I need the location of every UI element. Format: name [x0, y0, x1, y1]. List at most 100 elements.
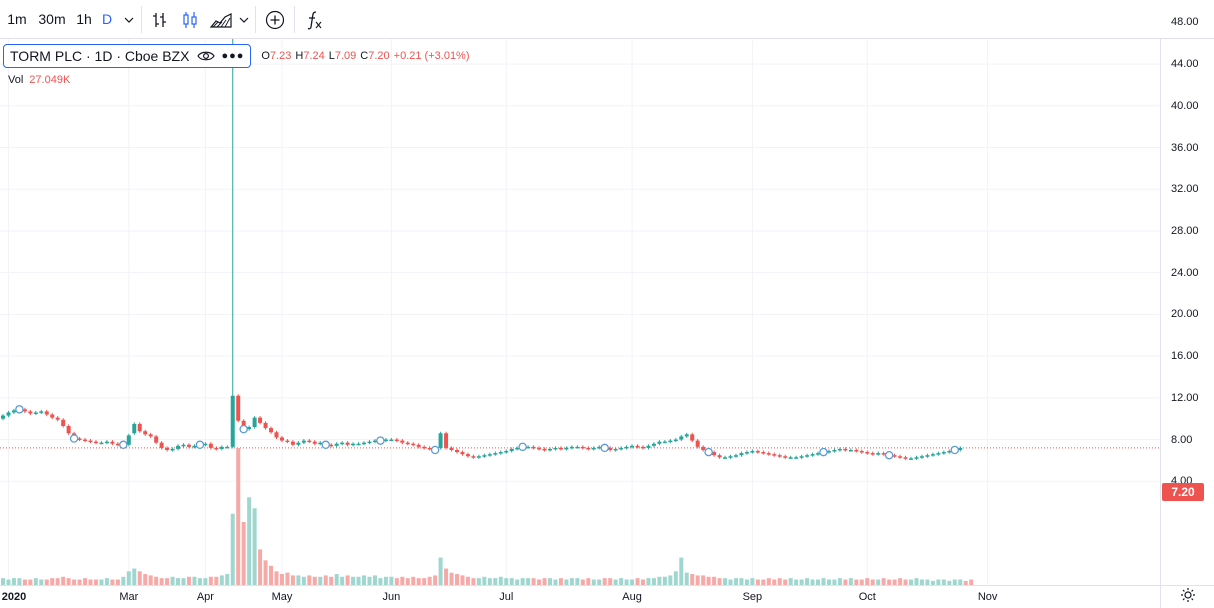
volume-bar: [312, 576, 317, 585]
dividend-marker[interactable]: [321, 440, 330, 450]
dividend-marker[interactable]: [239, 424, 248, 434]
candle-body: [93, 441, 98, 444]
volume-bar: [668, 575, 673, 585]
price-tick-label: 32.00: [1171, 183, 1199, 196]
dividend-marker[interactable]: [600, 443, 609, 453]
dividend-marker[interactable]: [704, 447, 713, 457]
volume-bar: [400, 576, 405, 585]
change-value: +0.21 (+3.01%): [393, 50, 470, 62]
dividend-marker[interactable]: [518, 442, 527, 452]
volume-bar: [181, 578, 186, 585]
candle-body: [679, 436, 684, 440]
candles: [1, 39, 963, 460]
eye-icon[interactable]: [197, 50, 216, 62]
candle-body: [564, 447, 569, 450]
dividend-marker[interactable]: [884, 450, 894, 460]
volume-bar: [77, 579, 82, 585]
candle-body: [690, 434, 695, 441]
chevron-down-icon[interactable]: [120, 0, 138, 39]
candle-body: [865, 452, 870, 454]
candle-body: [444, 433, 449, 448]
candle-body: [471, 456, 476, 458]
dividend-marker[interactable]: [15, 405, 24, 414]
volume-bar: [433, 575, 438, 585]
candle-body: [739, 453, 744, 456]
volume-bar: [236, 448, 241, 585]
volume-bar: [252, 508, 257, 585]
candle-body: [307, 440, 312, 443]
volume-bar: [498, 576, 503, 585]
interval-30m-button[interactable]: 30m: [38, 11, 66, 27]
candle-body: [837, 448, 842, 451]
interval-1h-button[interactable]: 1h: [76, 11, 92, 27]
candle-body: [848, 449, 853, 452]
volume-bar: [553, 579, 558, 585]
volume-bar: [613, 579, 618, 585]
candle-body: [389, 439, 394, 442]
candle-body: [367, 441, 372, 444]
chevron-down-icon[interactable]: [236, 0, 252, 39]
candle-body: [247, 427, 252, 430]
candle-body: [548, 448, 552, 451]
volume-bar: [799, 579, 804, 585]
compare-plus-icon[interactable]: [262, 0, 288, 39]
volume-bar: [903, 579, 908, 585]
price-chart[interactable]: [0, 39, 1160, 585]
area-chart-icon[interactable]: [206, 0, 236, 39]
candle-body: [301, 440, 306, 443]
dividend-marker[interactable]: [819, 447, 828, 457]
volume-bar: [383, 576, 388, 585]
symbol-selector[interactable]: TORM PLC · 1D · Cboe BZX ●●●: [3, 44, 252, 68]
volume-bar: [580, 579, 585, 585]
volume-bar: [318, 576, 323, 585]
volume-bar: [219, 575, 224, 585]
volume-bar: [99, 579, 104, 585]
dividend-marker[interactable]: [195, 440, 205, 450]
candle-body: [662, 441, 667, 444]
event-markers: [15, 405, 960, 460]
more-options-icon[interactable]: ●●●: [221, 50, 245, 62]
candle-body: [591, 447, 596, 450]
candles-icon[interactable]: [176, 0, 204, 39]
time-axis[interactable]: 2020 Mar Apr May Jun Jul Aug Sep Oct Nov: [0, 585, 1160, 608]
candle-body: [427, 447, 432, 450]
volume-bar: [367, 576, 372, 585]
dividend-marker[interactable]: [376, 436, 385, 445]
volume-bar: [39, 579, 44, 585]
candle-body: [909, 458, 914, 460]
candle-body: [476, 456, 481, 458]
dividend-marker[interactable]: [69, 434, 79, 443]
candle-body: [717, 455, 722, 458]
volume-bar: [329, 576, 334, 585]
price-tick-label: 40.00: [1171, 99, 1199, 112]
volume-bar: [93, 579, 98, 585]
interval-d-button[interactable]: D: [101, 11, 113, 27]
dividend-marker[interactable]: [119, 440, 128, 450]
candle-body: [925, 455, 930, 457]
volume-bar: [761, 579, 766, 585]
candle-body: [252, 417, 257, 428]
indicators-fx-icon[interactable]: [300, 0, 328, 39]
price-axis[interactable]: 52.0048.0044.0040.0036.0032.0028.0024.00…: [1160, 16, 1214, 585]
interval-1m-button[interactable]: 1m: [7, 11, 27, 27]
dividend-marker[interactable]: [950, 445, 960, 455]
bar-chart-icon[interactable]: [146, 0, 174, 39]
candle-body: [805, 455, 810, 457]
volume-bar: [427, 576, 432, 585]
candle-body: [170, 448, 175, 451]
volume-bar: [389, 576, 394, 585]
gear-icon[interactable]: [1180, 587, 1196, 608]
dividend-marker[interactable]: [430, 445, 440, 455]
volume-bar: [351, 576, 356, 585]
settings-corner[interactable]: [1160, 585, 1214, 608]
low-label: L: [328, 50, 335, 62]
candle-body: [208, 443, 213, 448]
volume-bar: [695, 575, 700, 585]
candle-body: [137, 423, 142, 432]
candle-body: [498, 452, 503, 454]
candle-body: [44, 411, 49, 415]
candle-body: [799, 456, 804, 458]
candle-body: [203, 443, 208, 446]
low-value: 7.09: [334, 50, 357, 62]
volume-bar: [471, 578, 476, 585]
